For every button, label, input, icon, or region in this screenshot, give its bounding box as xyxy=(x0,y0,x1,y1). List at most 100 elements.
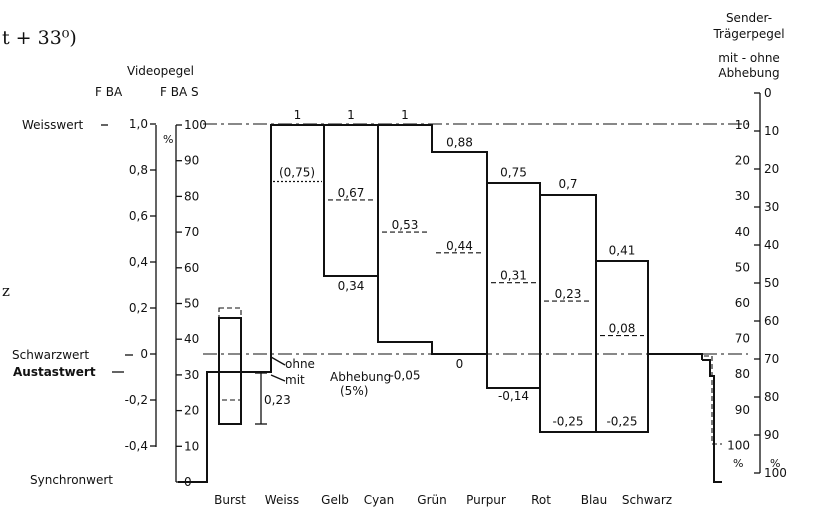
formula-fragment: t + 33⁰) xyxy=(2,27,77,49)
right-axis-title: Sender- Trägerpegel mit - ohne Abhebung xyxy=(712,11,784,80)
ohne-label: ohne xyxy=(285,357,315,371)
fbas-tick-label: 10 xyxy=(184,439,199,453)
ohne-tick-label: 100 xyxy=(764,466,787,480)
bar-top-label: 1 xyxy=(347,108,355,122)
mit-tick-label: 20 xyxy=(735,154,750,168)
category-label: Weiss xyxy=(265,493,299,507)
sync-tail-dashed xyxy=(704,355,722,445)
mit-tick-label: 90 xyxy=(735,403,750,417)
schwarzwert-label: Schwarzwert xyxy=(12,348,89,362)
burst-amplitude-label: 0,23 xyxy=(264,393,291,407)
bar-bottom-label: -0,25 xyxy=(552,415,583,429)
fbas-tick-label: 100 xyxy=(184,118,207,132)
luminance-label: 0,44 xyxy=(446,239,473,253)
fba-tick-label: 0,8 xyxy=(129,163,148,177)
fbas-tick-label: 30 xyxy=(184,368,199,382)
mit-tick-label: 80 xyxy=(735,367,750,381)
austastwert-label: Austastwert xyxy=(13,365,96,379)
mit-tick-label: 50 xyxy=(735,260,750,274)
mit-tick-label: 100 xyxy=(727,438,750,452)
fba-tick-label: 0,2 xyxy=(129,301,148,315)
fbas-tick-label: 40 xyxy=(184,332,199,346)
ohne-tick-label: 80 xyxy=(764,390,779,404)
ohne-tick-label: 20 xyxy=(764,162,779,176)
right-mit-percent-unit: % xyxy=(733,457,743,470)
fbas-column-label: F BA S xyxy=(160,85,199,99)
svg-text:Sender-: Sender- xyxy=(726,11,772,25)
fba-tick-label: 0,6 xyxy=(129,209,148,223)
synchronwert-label: Synchronwert xyxy=(30,473,113,487)
svg-text:Trägerpegel: Trägerpegel xyxy=(712,27,784,41)
category-label: Burst xyxy=(214,493,246,507)
category-label: Blau xyxy=(581,493,608,507)
fba-tick-label: 0,4 xyxy=(129,255,148,269)
svg-text:Abhebung: Abhebung xyxy=(718,66,779,80)
category-label: Rot xyxy=(531,493,551,507)
mit-tick-label: 70 xyxy=(735,332,750,346)
left-percent-unit: % xyxy=(163,133,173,146)
left-axis-title: Videopegel xyxy=(127,64,194,78)
svg-text:mit - ohne: mit - ohne xyxy=(718,51,780,65)
mit-label: mit xyxy=(285,373,305,387)
left-axis-ticks: 1,0 0,8 0,6 0,4 0,2 0 -0,2 -0,4 100 90 80 70 60 50 40 3… xyxy=(125,117,207,489)
luminance-label: 0,31 xyxy=(500,269,527,283)
fba-tick-label: -0,4 xyxy=(125,439,148,453)
side-fragment: z xyxy=(2,282,10,300)
weiss-paren-label: (0,75) xyxy=(279,166,315,180)
abhebung-percent-label: (5%) xyxy=(340,384,368,398)
ohne-tick-label: 0 xyxy=(764,86,772,100)
bar-top-label: 1 xyxy=(401,108,409,122)
weisswert-label: Weisswert xyxy=(22,118,84,132)
mit-tick-label: 10 xyxy=(735,118,750,132)
ohne-tick-label: 70 xyxy=(764,352,779,366)
category-label: Cyan xyxy=(364,493,394,507)
fbas-tick-label: 70 xyxy=(184,225,199,239)
bar-bottom-outline xyxy=(270,125,649,433)
ohne-tick-label: 10 xyxy=(764,124,779,138)
fbas-tick-label: 50 xyxy=(184,297,199,311)
bar-bottom-label: -0,05 xyxy=(389,369,420,383)
bar-bottom-label: 0 xyxy=(456,357,464,371)
category-label: Gelb xyxy=(321,493,349,507)
bar-top-label: 0,75 xyxy=(500,166,527,180)
fba-column-label: F BA xyxy=(95,85,123,99)
mit-tick-label: 30 xyxy=(735,189,750,203)
bar-values-layer: 1 1 0,67 0,34 1 0,53 -0,05 0,88 0,44 0 0,75 0,31 -0,… xyxy=(273,108,644,429)
burst-signal xyxy=(218,317,242,425)
right-ohne-percent-unit: % xyxy=(770,457,780,470)
mit-tick-label: 60 xyxy=(735,296,750,310)
fbas-tick-label: 20 xyxy=(184,404,199,418)
bar-bottom-label: -0,25 xyxy=(606,415,637,429)
category-label: Schwarz xyxy=(622,493,672,507)
abhebung-label: Abhebung xyxy=(330,370,391,384)
ohne-leader xyxy=(270,356,286,366)
ohne-tick-label: 30 xyxy=(764,200,779,214)
ohne-tick-label: 40 xyxy=(764,238,779,252)
ohne-tick-label: 90 xyxy=(764,428,779,442)
category-label: Purpur xyxy=(466,493,506,507)
fba-tick-label: -0,2 xyxy=(125,393,148,407)
category-labels: Burst Weiss Gelb Cyan Grün Purpur Rot Blau Schwa… xyxy=(214,493,672,507)
fba-tick-label: 0 xyxy=(140,347,148,361)
fbas-tick-label: 60 xyxy=(184,261,199,275)
bar-top-label: 0,41 xyxy=(609,244,636,258)
mit-tick-label: 40 xyxy=(735,225,750,239)
luminance-label: 0,67 xyxy=(338,186,365,200)
fba-tick-label: 1,0 xyxy=(129,117,148,131)
category-label: Grün xyxy=(417,493,446,507)
fbas-tick-label: 90 xyxy=(184,154,199,168)
ohne-tick-label: 60 xyxy=(764,314,779,328)
bar-bottom-label: 0,34 xyxy=(338,279,365,293)
bar-top-label: 0,7 xyxy=(558,177,577,191)
right-axis-ticks: 0 10 20 30 40 50 60 70 80 90 100 10 20 30 40 50 60 70 80 90… xyxy=(727,86,787,480)
fbas-tick-label: 80 xyxy=(184,189,199,203)
luminance-label: 0,08 xyxy=(609,322,636,336)
mit-leader xyxy=(270,374,286,382)
bar-top-label: 0,88 xyxy=(446,136,473,150)
ohne-tick-label: 50 xyxy=(764,276,779,290)
bar-top-label: 1 xyxy=(294,108,302,122)
bar-bottom-label: -0,14 xyxy=(498,389,529,403)
luminance-label: 0,23 xyxy=(555,287,582,301)
luminance-label: 0,53 xyxy=(392,218,419,232)
